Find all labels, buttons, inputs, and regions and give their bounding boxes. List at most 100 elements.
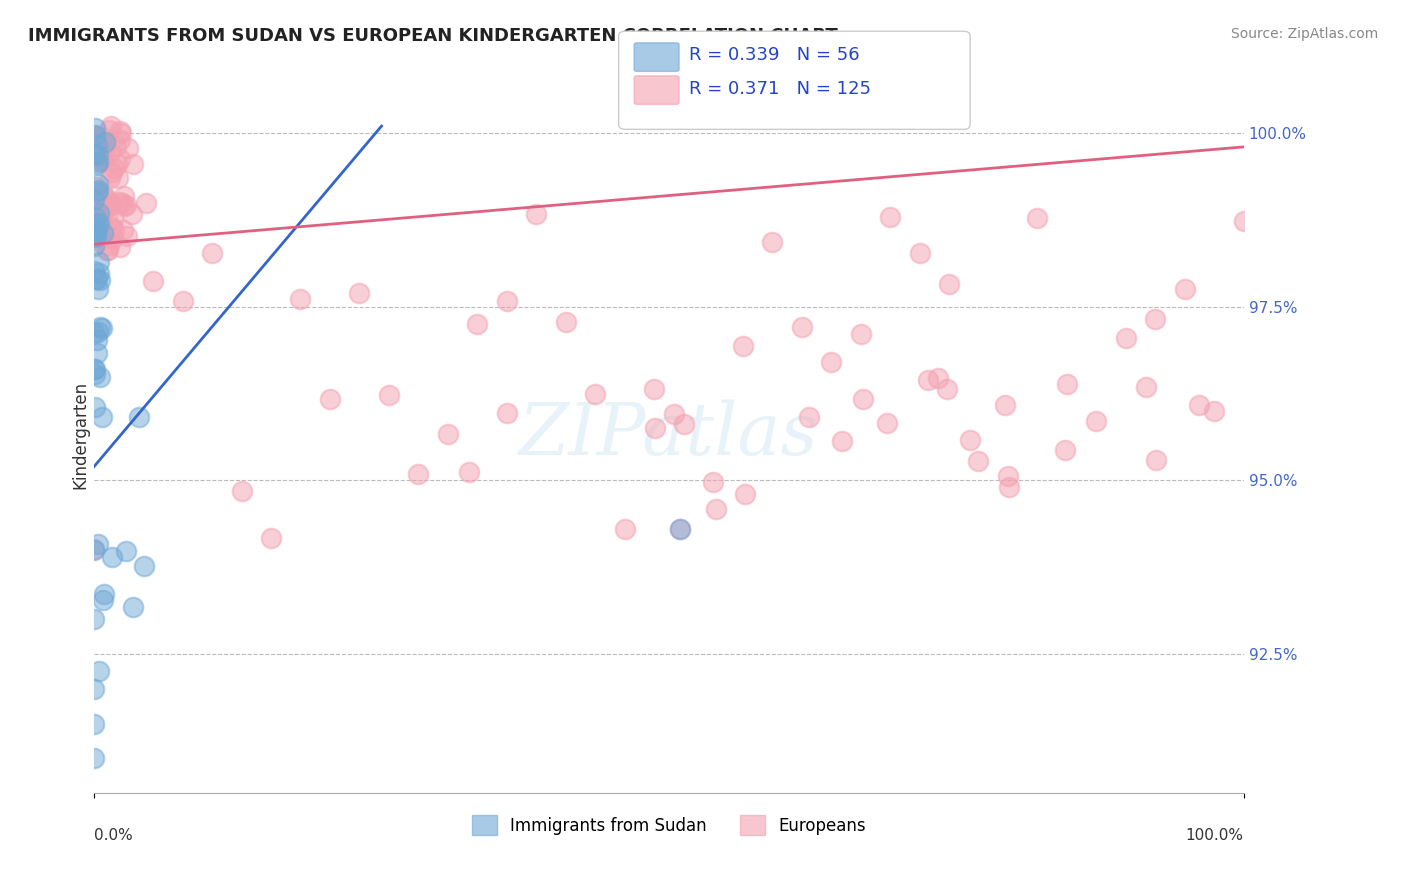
Point	[83, 542, 105, 557]
Point	[122, 600, 145, 615]
Point	[908, 246, 931, 260]
Point	[495, 294, 517, 309]
Point	[83, 326, 105, 341]
Point	[936, 382, 959, 396]
Point	[94, 191, 117, 205]
Point	[172, 294, 194, 309]
Point	[97, 243, 120, 257]
Point	[93, 587, 115, 601]
Point	[86, 191, 108, 205]
Point	[761, 235, 783, 249]
Point	[83, 211, 105, 225]
Point	[96, 243, 118, 257]
Point	[84, 128, 107, 143]
Point	[669, 522, 692, 536]
Point	[89, 234, 111, 248]
Point	[101, 220, 124, 235]
Point	[97, 200, 120, 214]
Point	[437, 427, 460, 442]
Point	[86, 272, 108, 286]
Point	[1188, 398, 1211, 412]
Point	[613, 523, 636, 537]
Point	[84, 230, 107, 244]
Point	[86, 185, 108, 199]
Point	[349, 285, 371, 300]
Point	[117, 141, 139, 155]
Point	[1144, 312, 1167, 326]
Point	[91, 186, 114, 201]
Point	[103, 223, 125, 237]
Point	[87, 266, 110, 280]
Point	[115, 544, 138, 558]
Point	[87, 183, 110, 197]
Point	[319, 392, 342, 407]
Point	[290, 292, 312, 306]
Point	[86, 346, 108, 360]
Point	[797, 410, 820, 425]
Point	[1056, 376, 1078, 391]
Point	[849, 327, 872, 342]
Point	[90, 153, 112, 167]
Point	[89, 153, 111, 168]
Point	[967, 454, 990, 468]
Point	[1026, 211, 1049, 226]
Text: 100.0%: 100.0%	[1185, 828, 1244, 843]
Point	[84, 223, 107, 237]
Point	[706, 502, 728, 516]
Point	[91, 593, 114, 607]
Point	[87, 229, 110, 244]
Point	[96, 200, 118, 214]
Point	[583, 386, 606, 401]
Point	[87, 206, 110, 220]
Text: IMMIGRANTS FROM SUDAN VS EUROPEAN KINDERGARTEN CORRELATION CHART: IMMIGRANTS FROM SUDAN VS EUROPEAN KINDER…	[28, 27, 838, 45]
Point	[917, 373, 939, 387]
Text: R = 0.339   N = 56: R = 0.339 N = 56	[689, 46, 859, 64]
Point	[98, 145, 121, 159]
Point	[83, 121, 105, 136]
Point	[108, 133, 131, 147]
Point	[108, 194, 131, 209]
Text: Source: ZipAtlas.com: Source: ZipAtlas.com	[1230, 27, 1378, 41]
Point	[94, 192, 117, 206]
Point	[83, 146, 105, 161]
Point	[734, 486, 756, 500]
Point	[554, 315, 576, 329]
Point	[83, 716, 105, 731]
Point	[1053, 443, 1076, 458]
Point	[84, 128, 107, 142]
Point	[820, 354, 842, 368]
Point	[101, 211, 124, 226]
Point	[1115, 331, 1137, 345]
Point	[378, 388, 401, 402]
Point	[132, 559, 155, 574]
Point	[86, 138, 108, 153]
Point	[121, 207, 143, 221]
Point	[457, 465, 479, 479]
Point	[84, 401, 107, 415]
Point	[83, 202, 105, 217]
Point	[87, 254, 110, 268]
Point	[495, 406, 517, 420]
Point	[938, 277, 960, 291]
Point	[1135, 380, 1157, 394]
Point	[86, 129, 108, 144]
Point	[86, 189, 108, 203]
Point	[115, 228, 138, 243]
Point	[467, 317, 489, 331]
Point	[91, 129, 114, 144]
Point	[408, 467, 430, 482]
Point	[89, 150, 111, 164]
Point	[114, 197, 136, 211]
Point	[1204, 404, 1226, 418]
Point	[128, 409, 150, 424]
Point	[231, 484, 253, 499]
Point	[105, 157, 128, 171]
Point	[86, 333, 108, 347]
Point	[260, 531, 283, 545]
Point	[91, 226, 114, 240]
Point	[89, 272, 111, 286]
Point	[112, 223, 135, 237]
Point	[1085, 414, 1108, 428]
Point	[101, 549, 124, 564]
Point	[1174, 282, 1197, 296]
